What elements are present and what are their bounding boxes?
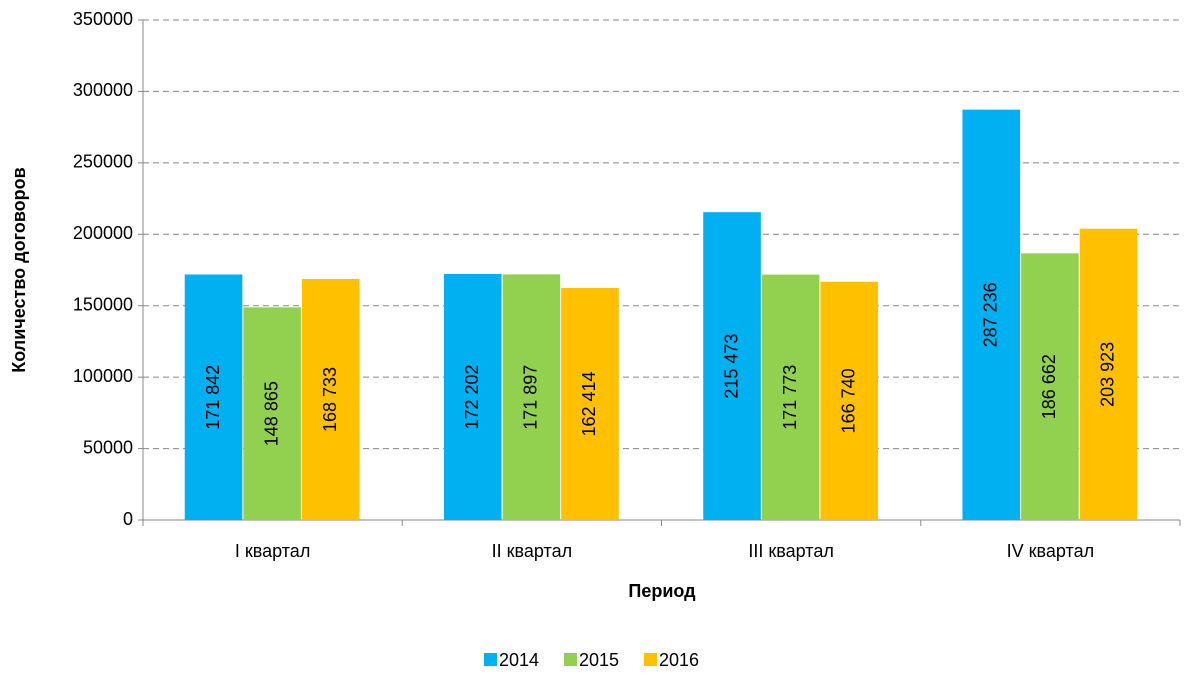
- x-tick-label: III квартал: [748, 541, 833, 561]
- data-label: 186 662: [1039, 354, 1059, 419]
- x-axis-label: Период: [628, 581, 696, 601]
- y-tick-label: 350000: [73, 9, 133, 29]
- bar: [703, 212, 761, 520]
- legend-label: 2014: [499, 650, 539, 670]
- bar: [962, 109, 1021, 521]
- data-label: 168 733: [320, 367, 340, 432]
- data-label: 172 202: [462, 364, 482, 429]
- y-tick-label: 100000: [73, 366, 133, 386]
- y-tick-label: 200000: [73, 223, 133, 243]
- bar: [301, 278, 360, 520]
- data-label: 162 414: [579, 371, 599, 436]
- bar: [761, 274, 820, 520]
- data-label: 203 923: [1098, 342, 1118, 407]
- y-axis-label: Количество договоров: [9, 167, 29, 372]
- data-label: 287 236: [981, 282, 1001, 347]
- data-label: 166 740: [838, 368, 858, 433]
- bar: [1079, 228, 1138, 520]
- data-label: 171 897: [521, 365, 541, 430]
- legend-label: 2015: [579, 650, 619, 670]
- x-tick-label: IV квартал: [1007, 541, 1094, 561]
- x-tick-label: I квартал: [235, 541, 310, 561]
- y-tick-label: 250000: [73, 152, 133, 172]
- bar: [184, 274, 243, 520]
- y-tick-label: 0: [123, 509, 133, 529]
- legend-swatch: [644, 653, 657, 666]
- data-label: 148 865: [261, 381, 281, 446]
- legend-label: 2016: [659, 650, 699, 670]
- bar: [561, 287, 619, 520]
- y-tick-label: 50000: [83, 437, 133, 457]
- bar: [820, 281, 879, 520]
- legend-swatch: [564, 653, 577, 666]
- x-tick-label: II квартал: [492, 541, 572, 561]
- y-tick-label: 300000: [73, 80, 133, 100]
- data-label: 171 842: [203, 365, 223, 430]
- bar: [502, 274, 561, 520]
- legend-swatch: [484, 653, 497, 666]
- bar: [243, 307, 301, 520]
- bar: [1021, 253, 1079, 520]
- y-tick-label: 150000: [73, 294, 133, 314]
- bar: [443, 273, 502, 520]
- data-label: 215 473: [721, 334, 741, 399]
- data-label: 171 773: [780, 365, 800, 430]
